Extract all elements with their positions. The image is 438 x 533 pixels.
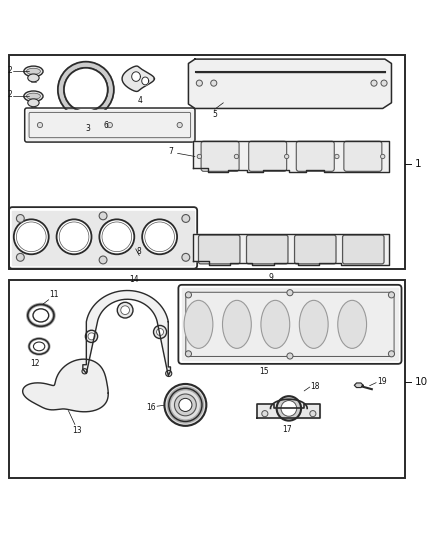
Ellipse shape <box>184 300 213 349</box>
Text: 17: 17 <box>282 425 291 433</box>
Text: 19: 19 <box>377 377 387 386</box>
Text: 14: 14 <box>129 275 139 284</box>
FancyBboxPatch shape <box>344 141 382 171</box>
Circle shape <box>381 154 385 159</box>
FancyBboxPatch shape <box>296 141 334 171</box>
Circle shape <box>335 154 339 159</box>
FancyBboxPatch shape <box>198 235 240 264</box>
Circle shape <box>182 253 190 261</box>
FancyBboxPatch shape <box>247 235 288 264</box>
Circle shape <box>262 410 268 417</box>
Polygon shape <box>182 288 398 360</box>
Text: 8: 8 <box>137 247 142 256</box>
Bar <box>10 280 405 478</box>
Ellipse shape <box>338 300 367 349</box>
Circle shape <box>99 212 107 220</box>
Circle shape <box>16 253 24 261</box>
Circle shape <box>179 398 192 411</box>
Polygon shape <box>83 290 170 376</box>
Text: 6: 6 <box>103 120 108 130</box>
Text: 11: 11 <box>49 290 59 299</box>
Circle shape <box>82 369 87 374</box>
Circle shape <box>287 289 293 296</box>
Text: 4: 4 <box>138 96 143 105</box>
Polygon shape <box>258 404 320 418</box>
Polygon shape <box>193 234 389 265</box>
Ellipse shape <box>299 300 328 349</box>
Circle shape <box>381 80 387 86</box>
FancyBboxPatch shape <box>343 235 384 264</box>
Text: 3: 3 <box>85 124 91 133</box>
Circle shape <box>121 306 130 314</box>
Circle shape <box>99 256 107 264</box>
Polygon shape <box>12 211 194 265</box>
Circle shape <box>185 351 191 357</box>
Bar <box>10 55 405 269</box>
Circle shape <box>85 330 98 343</box>
Circle shape <box>142 220 177 254</box>
Text: 18: 18 <box>311 382 320 391</box>
Circle shape <box>174 394 196 416</box>
Ellipse shape <box>26 93 40 99</box>
Text: 5: 5 <box>212 110 217 119</box>
Ellipse shape <box>24 91 43 101</box>
Circle shape <box>88 333 95 340</box>
Circle shape <box>287 353 293 359</box>
Circle shape <box>211 80 217 86</box>
Text: 12: 12 <box>30 359 39 368</box>
FancyBboxPatch shape <box>249 141 287 171</box>
Circle shape <box>166 370 172 376</box>
Circle shape <box>117 302 133 318</box>
Circle shape <box>16 215 24 222</box>
Circle shape <box>107 123 113 128</box>
Circle shape <box>153 326 166 338</box>
Circle shape <box>285 154 289 159</box>
Circle shape <box>389 292 395 298</box>
Polygon shape <box>142 77 149 85</box>
Circle shape <box>164 384 206 426</box>
Text: 13: 13 <box>72 426 82 435</box>
Ellipse shape <box>26 68 40 75</box>
Circle shape <box>37 123 42 128</box>
Polygon shape <box>27 110 193 140</box>
FancyBboxPatch shape <box>201 141 239 171</box>
Ellipse shape <box>24 66 43 77</box>
Ellipse shape <box>28 74 39 82</box>
Polygon shape <box>193 141 389 172</box>
Ellipse shape <box>261 300 290 349</box>
Circle shape <box>156 328 163 335</box>
Text: 15: 15 <box>259 367 269 376</box>
Circle shape <box>281 400 297 416</box>
Polygon shape <box>122 66 154 92</box>
Circle shape <box>277 396 301 421</box>
Polygon shape <box>271 399 307 408</box>
Circle shape <box>389 351 395 357</box>
Ellipse shape <box>28 99 39 107</box>
Circle shape <box>196 80 202 86</box>
Text: 10: 10 <box>415 377 428 387</box>
Circle shape <box>99 220 134 254</box>
FancyBboxPatch shape <box>294 235 336 264</box>
Text: 9: 9 <box>269 273 274 282</box>
Circle shape <box>197 154 201 159</box>
Text: 7: 7 <box>169 147 173 156</box>
Text: 2: 2 <box>8 91 12 100</box>
Circle shape <box>177 123 182 128</box>
Circle shape <box>310 410 316 417</box>
Circle shape <box>57 220 92 254</box>
Circle shape <box>182 215 190 222</box>
Circle shape <box>185 292 191 298</box>
Polygon shape <box>23 359 108 412</box>
Polygon shape <box>188 59 392 108</box>
Polygon shape <box>132 72 141 82</box>
Circle shape <box>371 80 377 86</box>
Text: 1: 1 <box>415 159 421 169</box>
Circle shape <box>234 154 239 159</box>
Circle shape <box>14 220 49 254</box>
Text: 16: 16 <box>146 402 155 411</box>
Ellipse shape <box>223 300 251 349</box>
Text: 2: 2 <box>8 66 12 75</box>
Polygon shape <box>354 383 363 387</box>
